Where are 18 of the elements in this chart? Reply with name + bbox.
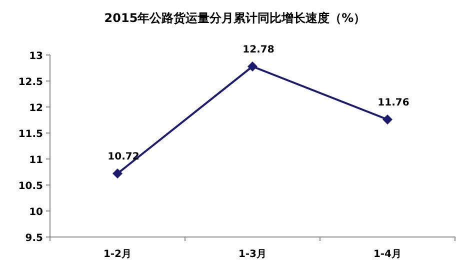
- x-tick-label: 1-4月: [373, 249, 402, 260]
- point: [382, 114, 392, 124]
- x-tick-label: 1-2月: [103, 249, 132, 260]
- chart-title: 2015年公路货运量分月累计同比增长速度（%）: [104, 11, 366, 25]
- y-tick-label: 10: [29, 207, 44, 218]
- y-tick-label: 12: [29, 103, 44, 114]
- y-tick-label: 9.5: [25, 233, 44, 244]
- y-tick-label: 13: [29, 51, 44, 62]
- y-tick-label: 10.5: [18, 181, 44, 192]
- data-label: 10.72: [108, 152, 140, 163]
- x-tick-label: 1-3月: [238, 249, 267, 260]
- data-label: 11.76: [378, 97, 410, 108]
- y-tick-label: 11: [29, 155, 44, 166]
- y-tick-label: 12.5: [18, 77, 44, 88]
- point: [112, 168, 122, 179]
- y-tick-label: 11.5: [18, 129, 44, 140]
- point: [248, 61, 258, 72]
- data-label: 12.78: [242, 44, 274, 56]
